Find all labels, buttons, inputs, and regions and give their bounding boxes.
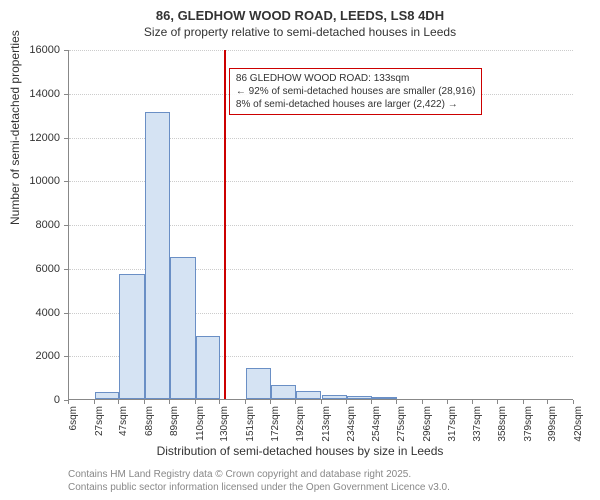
xtick-label: 254sqm (371, 406, 382, 446)
xtick-mark (169, 400, 170, 404)
xtick-label: 296sqm (422, 406, 433, 446)
xtick-label: 399sqm (547, 406, 558, 446)
xtick-label: 337sqm (472, 406, 483, 446)
ytick-label: 12000 (29, 132, 60, 144)
xtick-mark (573, 400, 574, 404)
histogram-bar (347, 396, 371, 399)
ytick-label: 14000 (29, 88, 60, 100)
xtick-mark (472, 400, 473, 404)
ytick-label: 10000 (29, 175, 60, 187)
xtick-label: 89sqm (169, 406, 180, 446)
ytick-mark (64, 94, 68, 95)
ytick-label: 2000 (36, 350, 60, 362)
footer-attribution: Contains HM Land Registry data © Crown c… (68, 468, 450, 494)
xtick-label: 213sqm (321, 406, 332, 446)
xtick-label: 275sqm (396, 406, 407, 446)
xtick-mark (447, 400, 448, 404)
xtick-mark (270, 400, 271, 404)
xtick-label: 110sqm (195, 406, 206, 446)
ytick-mark (64, 50, 68, 51)
ytick-label: 6000 (36, 263, 60, 275)
annotation-box: 86 GLEDHOW WOOD ROAD: 133sqm← 92% of sem… (229, 68, 483, 115)
ytick-mark (64, 225, 68, 226)
histogram-bar (372, 397, 398, 399)
ytick-label: 0 (54, 394, 60, 406)
histogram-bar (271, 385, 295, 399)
gridline (69, 50, 573, 51)
histogram-bar (170, 257, 196, 399)
ytick-label: 16000 (29, 44, 60, 56)
annotation-line2: ← 92% of semi-detached houses are smalle… (236, 85, 476, 98)
annotation-line3: 8% of semi-detached houses are larger (2… (236, 98, 476, 111)
marker-line (224, 50, 226, 399)
xtick-mark (547, 400, 548, 404)
xtick-mark (321, 400, 322, 404)
xtick-mark (245, 400, 246, 404)
ytick-mark (64, 138, 68, 139)
xtick-label: 234sqm (346, 406, 357, 446)
xtick-mark (422, 400, 423, 404)
xtick-mark (371, 400, 372, 404)
xtick-mark (195, 400, 196, 404)
ytick-mark (64, 269, 68, 270)
xtick-mark (219, 400, 220, 404)
histogram-bar (296, 391, 322, 399)
y-axis-label: Number of semi-detached properties (8, 30, 22, 225)
histogram-bar (246, 368, 272, 399)
xtick-mark (346, 400, 347, 404)
ytick-mark (64, 313, 68, 314)
ytick-mark (64, 181, 68, 182)
xtick-label: 6sqm (68, 406, 79, 446)
xtick-label: 172sqm (270, 406, 281, 446)
footer-line2: Contains public sector information licen… (68, 481, 450, 494)
xtick-mark (295, 400, 296, 404)
xtick-label: 358sqm (497, 406, 508, 446)
xtick-mark (68, 400, 69, 404)
xtick-label: 151sqm (245, 406, 256, 446)
annotation-line1: 86 GLEDHOW WOOD ROAD: 133sqm (236, 72, 476, 85)
chart-title-sub: Size of property relative to semi-detach… (0, 23, 600, 39)
histogram-bar (119, 274, 145, 399)
xtick-mark (523, 400, 524, 404)
footer-line1: Contains HM Land Registry data © Crown c… (68, 468, 450, 481)
histogram-bar (322, 395, 348, 399)
xtick-label: 68sqm (144, 406, 155, 446)
x-axis-label: Distribution of semi-detached houses by … (0, 444, 600, 458)
ytick-label: 4000 (36, 307, 60, 319)
xtick-mark (118, 400, 119, 404)
histogram-bar (145, 112, 171, 399)
xtick-mark (497, 400, 498, 404)
xtick-mark (94, 400, 95, 404)
xtick-mark (144, 400, 145, 404)
xtick-label: 379sqm (523, 406, 534, 446)
xtick-label: 27sqm (94, 406, 105, 446)
xtick-label: 130sqm (219, 406, 230, 446)
xtick-label: 47sqm (118, 406, 129, 446)
xtick-mark (396, 400, 397, 404)
chart-title-main: 86, GLEDHOW WOOD ROAD, LEEDS, LS8 4DH (0, 0, 600, 23)
histogram-bar (196, 336, 220, 399)
chart-container: 86, GLEDHOW WOOD ROAD, LEEDS, LS8 4DH Si… (0, 0, 600, 500)
histogram-bar (95, 392, 119, 399)
xtick-label: 420sqm (573, 406, 584, 446)
ytick-label: 8000 (36, 219, 60, 231)
plot-area: 86 GLEDHOW WOOD ROAD: 133sqm← 92% of sem… (68, 50, 573, 400)
xtick-label: 317sqm (447, 406, 458, 446)
ytick-mark (64, 356, 68, 357)
xtick-label: 192sqm (295, 406, 306, 446)
